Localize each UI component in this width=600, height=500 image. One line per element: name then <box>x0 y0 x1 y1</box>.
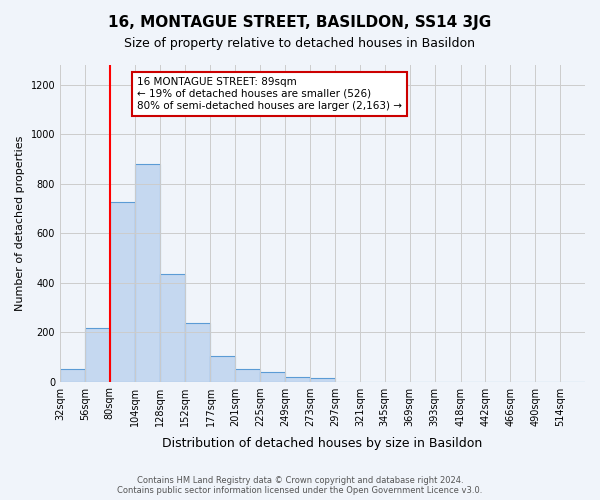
Bar <box>310 378 335 382</box>
Bar <box>110 202 135 382</box>
Text: 16 MONTAGUE STREET: 89sqm
← 19% of detached houses are smaller (526)
80% of semi: 16 MONTAGUE STREET: 89sqm ← 19% of detac… <box>137 78 402 110</box>
Bar <box>235 369 260 382</box>
Text: Size of property relative to detached houses in Basildon: Size of property relative to detached ho… <box>125 38 476 51</box>
Text: 16, MONTAGUE STREET, BASILDON, SS14 3JG: 16, MONTAGUE STREET, BASILDON, SS14 3JG <box>109 15 491 30</box>
Bar <box>85 328 110 382</box>
Bar <box>185 324 211 382</box>
Bar <box>260 372 285 382</box>
Bar <box>60 369 85 382</box>
Bar <box>211 356 235 382</box>
Bar <box>160 274 185 382</box>
Bar <box>135 164 160 382</box>
Y-axis label: Number of detached properties: Number of detached properties <box>15 136 25 311</box>
X-axis label: Distribution of detached houses by size in Basildon: Distribution of detached houses by size … <box>163 437 482 450</box>
Text: Contains HM Land Registry data © Crown copyright and database right 2024.
Contai: Contains HM Land Registry data © Crown c… <box>118 476 482 495</box>
Bar <box>285 376 310 382</box>
